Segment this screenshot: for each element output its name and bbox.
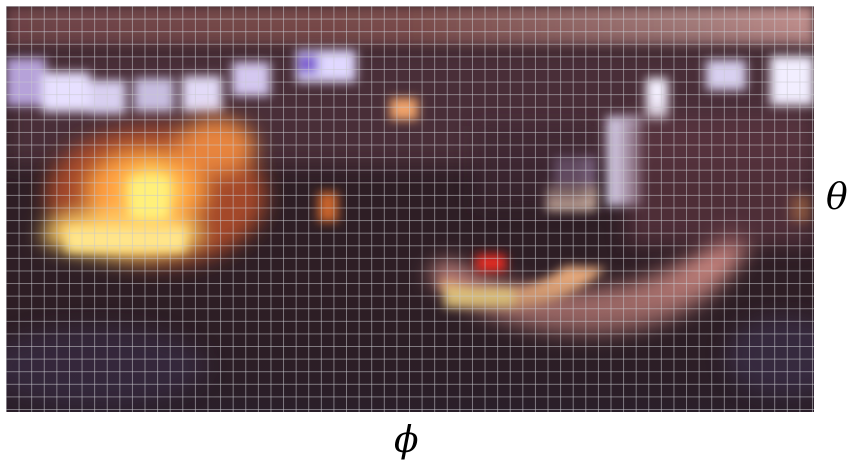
horizontal-axis-label: ϕ <box>394 420 419 461</box>
vertical-axis-label: θ <box>826 177 848 218</box>
environment-map-image <box>6 6 814 412</box>
environment-map-art <box>6 6 814 412</box>
